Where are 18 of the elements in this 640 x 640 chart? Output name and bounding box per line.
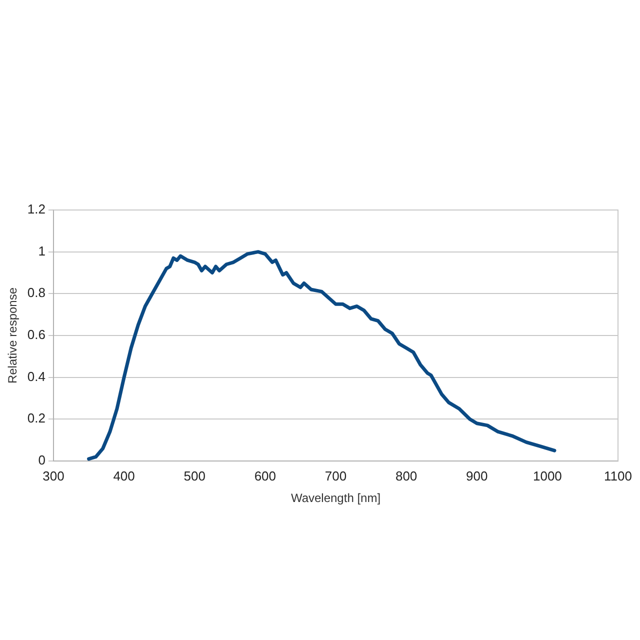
x-axis-title: Wavelength [nm] xyxy=(290,491,381,506)
y-tick-label: 1 xyxy=(38,243,46,258)
y-tick-label: 0.2 xyxy=(27,410,46,426)
x-tick-label: 500 xyxy=(184,468,206,484)
y-axis-title: Relative response xyxy=(6,287,20,384)
x-tick-label: 700 xyxy=(324,468,347,484)
x-tick-label: 800 xyxy=(395,468,418,484)
y-tick-label: 0 xyxy=(38,452,46,468)
y-tick-label: 0.8 xyxy=(27,285,46,300)
x-tick-label: 1000 xyxy=(532,468,562,484)
x-tick-label: 600 xyxy=(254,468,276,484)
x-tick-label: 1100 xyxy=(604,468,632,484)
y-tick-label: 0.6 xyxy=(27,327,46,342)
y-tick-label: 0.4 xyxy=(27,368,46,384)
y-tick-label: 1.2 xyxy=(27,202,46,217)
x-tick-label: 400 xyxy=(113,468,135,484)
x-tick-label: 300 xyxy=(42,468,64,484)
x-tick-label: 900 xyxy=(466,468,488,484)
